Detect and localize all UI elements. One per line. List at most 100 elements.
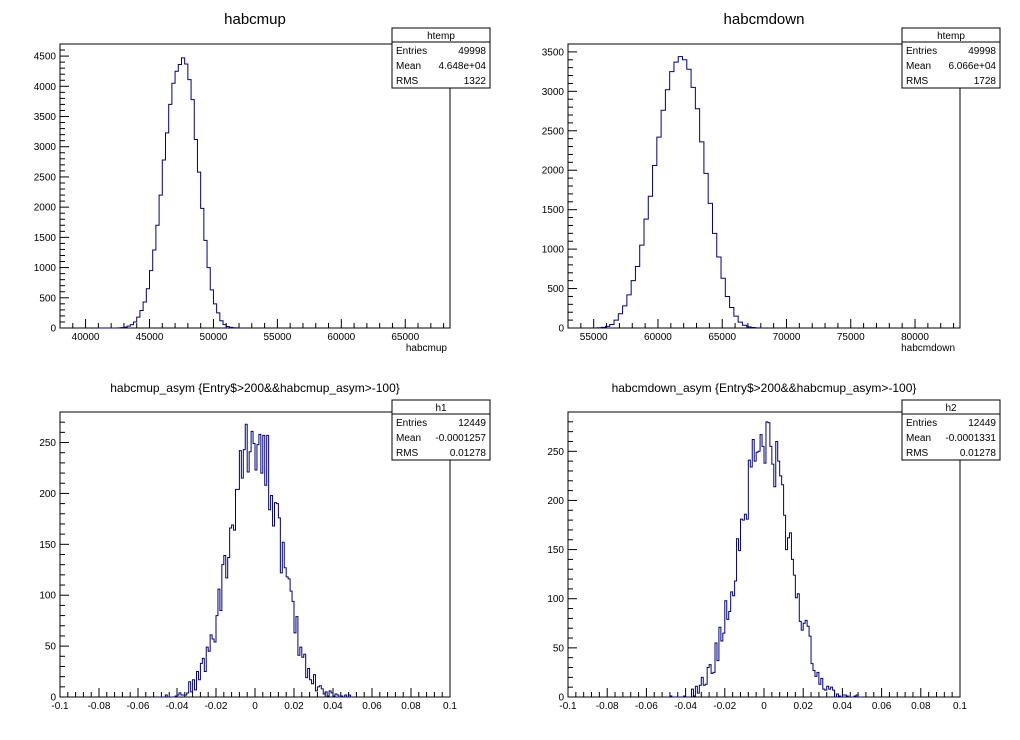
x-tick-label: 0.04 (833, 701, 853, 712)
y-tick-label: 3500 (542, 47, 565, 58)
x-tick-label: -0.02 (713, 701, 736, 712)
stats-box-frame (901, 399, 1001, 461)
stats-box: h1 Entries 12449 Mean -0.0001257 RMS 0.01278 (391, 399, 491, 461)
stats-box-frame (391, 399, 491, 461)
stats-row-label: RMS (906, 448, 929, 459)
y-tick-label: 150 (547, 545, 564, 556)
stats-row-value: 4.648e+04 (438, 61, 486, 72)
stats-row-label: Mean (396, 61, 421, 72)
histogram-series (596, 56, 764, 329)
stats-box-name: h1 (435, 403, 447, 414)
chart-title: habcmdown_asym {Entry$>200&&habcmup_asym… (612, 381, 917, 395)
stats-row-label: Mean (396, 433, 421, 444)
x-tick-label: -0.08 (596, 701, 619, 712)
stats-box-name: htemp (937, 31, 965, 42)
x-tick-label: 55000 (580, 332, 608, 343)
x-tick-label: 0 (252, 701, 258, 712)
plot-frame (59, 43, 451, 329)
x-tick-label: -0.04 (166, 701, 189, 712)
chart-panel-4: habcmdown_asym {Entry$>200&&habcmup_asym… (547, 381, 1001, 712)
histogram-series (157, 423, 353, 698)
y-tick-label: 3000 (542, 87, 565, 98)
stats-box-frame (901, 27, 1001, 89)
y-tick-label: 4500 (34, 52, 57, 63)
y-tick-label: 200 (39, 489, 56, 500)
y-tick-label: 100 (39, 591, 56, 602)
y-tick-label: 150 (39, 540, 56, 551)
stats-row-label: Mean (906, 433, 931, 444)
x-tick-label: 60000 (327, 332, 355, 343)
chart-title: habcmup_asym {Entry$>200&&habcmup_asym>-… (110, 381, 400, 395)
x-tick-label: 0.08 (401, 701, 421, 712)
x-tick-label: 65000 (708, 332, 736, 343)
stats-row-label: Entries (906, 418, 937, 429)
stats-row-label: Entries (396, 418, 427, 429)
x-tick-label: 70000 (773, 332, 801, 343)
y-tick-label: 3500 (34, 112, 57, 123)
y-tick-label: 200 (547, 496, 564, 507)
histogram-series (98, 57, 243, 329)
chart-title: habcmdown (724, 11, 805, 28)
stats-row-label: RMS (906, 76, 929, 87)
stats-row-label: Entries (396, 46, 427, 57)
y-tick-label: 250 (39, 438, 56, 449)
y-tick-label: 1000 (542, 245, 565, 256)
y-tick-label: 2500 (542, 126, 565, 137)
stats-row-label: Entries (906, 46, 937, 57)
chart-panel-2: habcmdown 0 500 1000 1500 2000 2500 3000 3500 550… (542, 11, 1001, 354)
stats-box: h2 Entries 12449 Mean -0.0001331 RMS 0.01278 (901, 399, 1001, 461)
x-tick-label: 80000 (901, 332, 929, 343)
x-tick-label: 0.1 (953, 701, 967, 712)
y-tick-label: 4000 (34, 82, 57, 93)
stats-row-value: 0.01278 (960, 448, 997, 459)
x-tick-label: 75000 (837, 332, 865, 343)
y-tick-label: 100 (547, 594, 564, 605)
stats-row-value: 49998 (968, 46, 996, 57)
y-tick-label: 0 (558, 324, 564, 335)
x-tick-label: -0.08 (88, 701, 111, 712)
y-tick-label: 2500 (34, 172, 57, 183)
stats-row-label: RMS (396, 448, 419, 459)
x-tick-label: 0.1 (443, 701, 457, 712)
stats-box-frame (391, 27, 491, 89)
plot-frame (567, 43, 961, 329)
stats-row-label: RMS (396, 76, 419, 87)
stats-box-name: htemp (427, 31, 455, 42)
y-tick-label: 0 (50, 324, 56, 335)
x-tick-label: 55000 (263, 332, 291, 343)
x-tick-label: -0.06 (127, 701, 150, 712)
x-tick-label: -0.04 (674, 701, 697, 712)
stats-row-value: -0.0001331 (945, 433, 996, 444)
y-tick-label: 2000 (34, 203, 57, 214)
histogram-series (666, 421, 862, 698)
stats-row-value: 1728 (974, 76, 997, 87)
stats-box-name: h2 (945, 403, 957, 414)
y-tick-label: 1500 (34, 233, 57, 244)
chart-panel-3: habcmup_asym {Entry$>200&&habcmup_asym>-… (39, 381, 491, 712)
x-tick-label: 60000 (644, 332, 672, 343)
x-tick-label: 0.02 (284, 701, 304, 712)
stats-row-value: 0.01278 (450, 448, 487, 459)
x-axis-label: habcmup (406, 343, 448, 354)
y-tick-label: 2000 (542, 166, 565, 177)
y-tick-label: 0 (50, 693, 56, 704)
stats-row-value: 6.066e+04 (948, 61, 996, 72)
stats-row-value: 1322 (464, 76, 487, 87)
stats-row-value: 49998 (458, 46, 486, 57)
x-tick-label: -0.06 (635, 701, 658, 712)
x-tick-label: 0.06 (872, 701, 892, 712)
x-tick-label: -0.1 (51, 701, 69, 712)
x-tick-label: 0.04 (323, 701, 343, 712)
x-tick-label: 0.06 (362, 701, 382, 712)
stats-row-label: Mean (906, 61, 931, 72)
y-tick-label: 500 (39, 293, 56, 304)
x-tick-label: 0 (761, 701, 767, 712)
y-tick-label: 1500 (542, 205, 565, 216)
y-tick-label: 0 (558, 693, 564, 704)
x-tick-label: -0.02 (205, 701, 228, 712)
y-tick-label: 1000 (34, 263, 57, 274)
y-tick-label: 50 (553, 643, 565, 654)
